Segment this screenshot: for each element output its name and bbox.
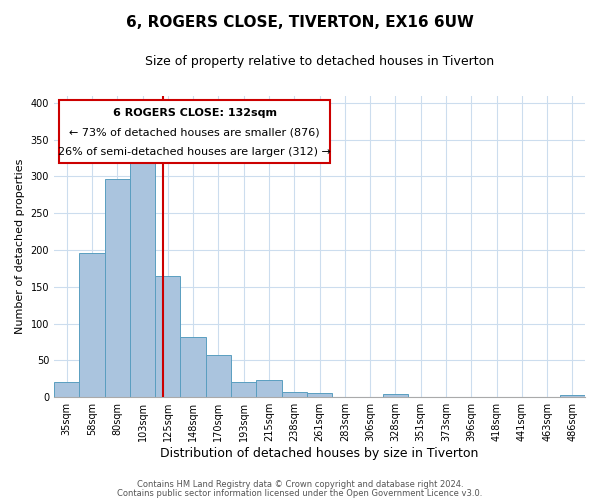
Bar bbox=[104, 178, 130, 397]
Bar bbox=[79, 253, 104, 397]
Text: ← 73% of detached houses are smaller (876): ← 73% of detached houses are smaller (87… bbox=[70, 127, 320, 137]
Y-axis label: Number of detached properties: Number of detached properties bbox=[15, 158, 25, 334]
Text: Contains public sector information licensed under the Open Government Licence v3: Contains public sector information licen… bbox=[118, 488, 482, 498]
Bar bbox=[206, 356, 231, 397]
Bar bbox=[383, 394, 408, 397]
Bar bbox=[231, 382, 256, 397]
Text: 6 ROGERS CLOSE: 132sqm: 6 ROGERS CLOSE: 132sqm bbox=[113, 108, 277, 118]
Bar bbox=[281, 392, 307, 397]
Bar bbox=[130, 160, 155, 397]
Text: 26% of semi-detached houses are larger (312) →: 26% of semi-detached houses are larger (… bbox=[58, 147, 331, 157]
Bar bbox=[560, 395, 585, 397]
Bar bbox=[256, 380, 281, 397]
FancyBboxPatch shape bbox=[59, 100, 330, 164]
X-axis label: Distribution of detached houses by size in Tiverton: Distribution of detached houses by size … bbox=[160, 447, 479, 460]
Bar bbox=[181, 337, 206, 397]
Bar bbox=[307, 393, 332, 397]
Text: Contains HM Land Registry data © Crown copyright and database right 2024.: Contains HM Land Registry data © Crown c… bbox=[137, 480, 463, 489]
Bar bbox=[155, 276, 181, 397]
Text: 6, ROGERS CLOSE, TIVERTON, EX16 6UW: 6, ROGERS CLOSE, TIVERTON, EX16 6UW bbox=[126, 15, 474, 30]
Bar bbox=[54, 382, 79, 397]
Title: Size of property relative to detached houses in Tiverton: Size of property relative to detached ho… bbox=[145, 55, 494, 68]
